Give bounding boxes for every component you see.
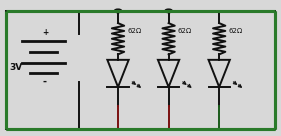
Circle shape <box>165 9 172 13</box>
Text: 62Ω: 62Ω <box>228 28 243 34</box>
Text: +: + <box>42 28 48 37</box>
Text: 3V: 3V <box>10 64 23 72</box>
Text: -: - <box>43 77 47 87</box>
Text: 62Ω: 62Ω <box>127 28 142 34</box>
Text: 62Ω: 62Ω <box>178 28 192 34</box>
Circle shape <box>114 9 122 13</box>
